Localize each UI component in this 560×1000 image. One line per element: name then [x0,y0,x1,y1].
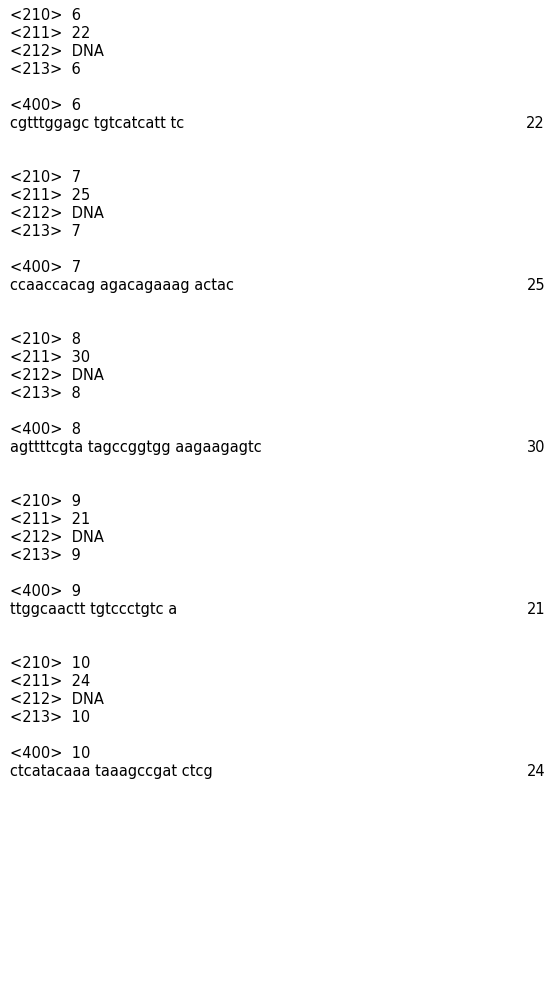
Text: ccaaccacag agacagaaag actac: ccaaccacag agacagaaag actac [10,278,234,293]
Text: <213>  10: <213> 10 [10,710,90,725]
Text: 21: 21 [526,602,545,617]
Text: <211>  22: <211> 22 [10,26,90,41]
Text: <400>  6: <400> 6 [10,98,81,113]
Text: <213>  9: <213> 9 [10,548,81,563]
Text: <210>  8: <210> 8 [10,332,81,347]
Text: <210>  6: <210> 6 [10,8,81,23]
Text: <210>  7: <210> 7 [10,170,81,185]
Text: <211>  21: <211> 21 [10,512,90,527]
Text: <212>  DNA: <212> DNA [10,692,104,707]
Text: <213>  6: <213> 6 [10,62,81,77]
Text: 25: 25 [526,278,545,293]
Text: <211>  25: <211> 25 [10,188,90,203]
Text: ctcatacaaa taaagccgat ctcg: ctcatacaaa taaagccgat ctcg [10,764,213,779]
Text: <212>  DNA: <212> DNA [10,530,104,545]
Text: <400>  9: <400> 9 [10,584,81,599]
Text: <400>  8: <400> 8 [10,422,81,437]
Text: 22: 22 [526,116,545,131]
Text: <211>  30: <211> 30 [10,350,90,365]
Text: <212>  DNA: <212> DNA [10,368,104,383]
Text: agttttcgta tagccggtgg aagaagagtc: agttttcgta tagccggtgg aagaagagtc [10,440,262,455]
Text: <211>  24: <211> 24 [10,674,90,689]
Text: cgtttggagc tgtcatcatt tc: cgtttggagc tgtcatcatt tc [10,116,184,131]
Text: <400>  10: <400> 10 [10,746,90,761]
Text: <400>  7: <400> 7 [10,260,81,275]
Text: <213>  8: <213> 8 [10,386,81,401]
Text: <212>  DNA: <212> DNA [10,206,104,221]
Text: <212>  DNA: <212> DNA [10,44,104,59]
Text: 30: 30 [526,440,545,455]
Text: ttggcaactt tgtccctgtc a: ttggcaactt tgtccctgtc a [10,602,178,617]
Text: <210>  9: <210> 9 [10,494,81,509]
Text: <213>  7: <213> 7 [10,224,81,239]
Text: 24: 24 [526,764,545,779]
Text: <210>  10: <210> 10 [10,656,90,671]
